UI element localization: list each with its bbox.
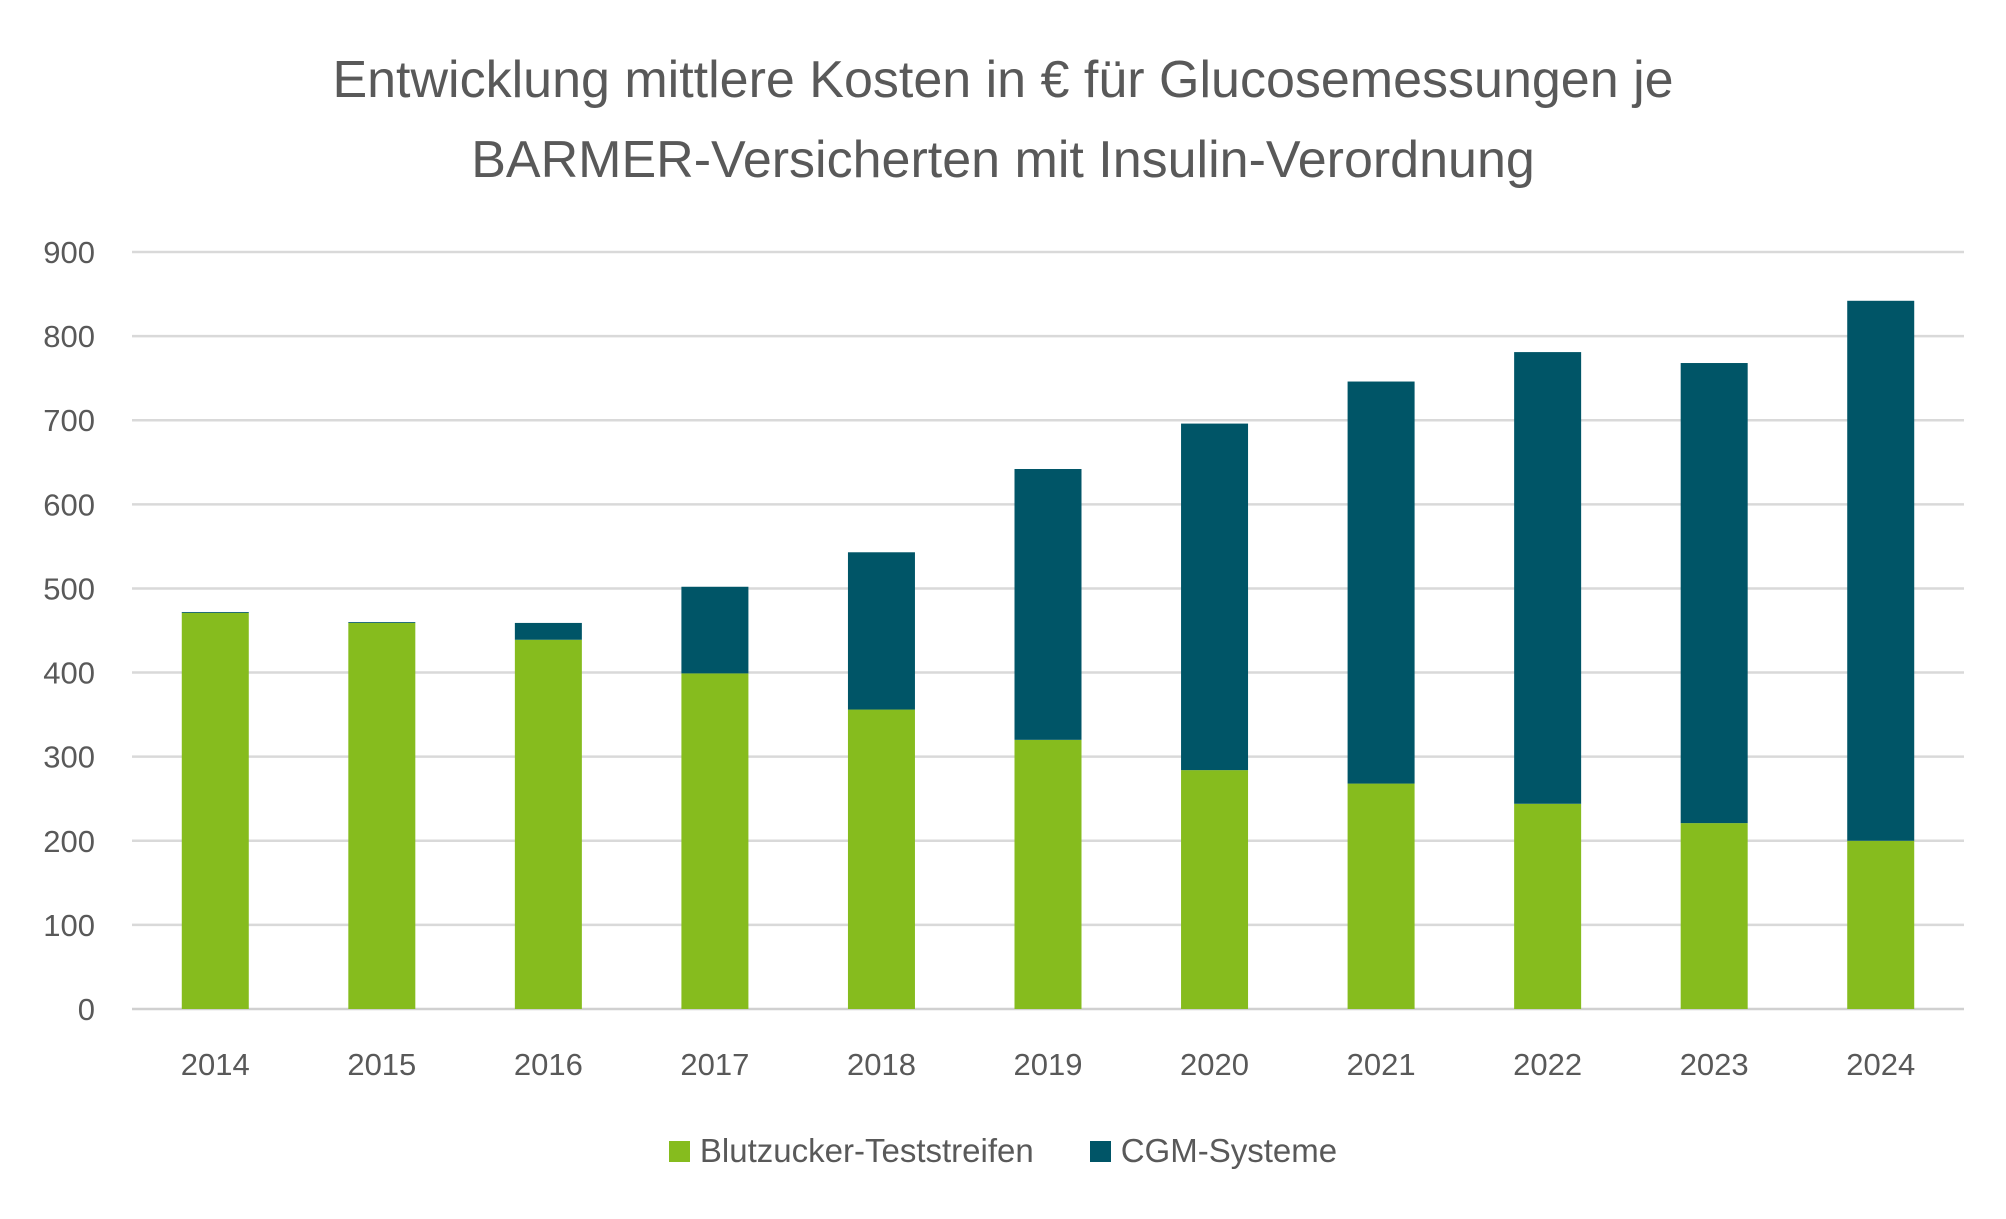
x-tick-label: 2023: [1680, 1047, 1749, 1082]
legend-swatch-cgm: [1089, 1140, 1111, 1162]
chart-title-line-1: Entwicklung mittlere Kosten in € für Glu…: [332, 51, 1674, 109]
x-tick-label: 2018: [847, 1047, 916, 1082]
bar-teststreifen-2018: [847, 709, 915, 1009]
bar-teststreifen-2015: [348, 622, 416, 1009]
legend-item-teststreifen: Blutzucker-Teststreifen: [668, 1132, 1034, 1170]
x-tick-label: 2015: [347, 1047, 416, 1082]
y-tick-label: 400: [43, 656, 95, 691]
bar-teststreifen-2024: [1847, 840, 1915, 1009]
y-tick-label: 200: [43, 824, 95, 859]
bar-teststreifen-2019: [1014, 739, 1082, 1009]
x-tick-label: 2016: [514, 1047, 583, 1082]
chart-title-line-2: BARMER-Versicherten mit Insulin-Verordnu…: [471, 131, 1535, 189]
bar-teststreifen-2017: [681, 673, 749, 1009]
y-tick-label: 100: [43, 908, 95, 943]
x-tick-label: 2020: [1180, 1047, 1249, 1082]
legend-label-cgm: CGM-Systeme: [1120, 1132, 1338, 1169]
bar-teststreifen-2020: [1181, 770, 1249, 1009]
legend-swatch-teststreifen: [668, 1140, 690, 1162]
bar-cgm-2021: [1347, 381, 1415, 784]
y-tick-label: 600: [43, 487, 95, 522]
x-tick-label: 2021: [1347, 1047, 1416, 1082]
bar-cgm-2015: [348, 622, 416, 623]
bar-teststreifen-2021: [1347, 783, 1415, 1009]
bar-teststreifen-2016: [514, 639, 582, 1009]
legend-item-cgm: CGM-Systeme: [1089, 1132, 1338, 1170]
y-tick-label: 300: [43, 740, 95, 775]
y-tick-label: 900: [43, 235, 95, 270]
y-tick-label: 700: [43, 403, 95, 438]
bar-cgm-2024: [1847, 300, 1915, 841]
bar-cgm-2023: [1680, 363, 1748, 824]
chart-title: Entwicklung mittlere Kosten in € für Glu…: [0, 40, 2006, 200]
bar-cgm-2019: [1014, 469, 1082, 740]
x-tick-label: 2014: [181, 1047, 250, 1082]
bar-cgm-2017: [681, 586, 749, 674]
bar-teststreifen-2022: [1514, 803, 1582, 1009]
y-tick-label: 0: [78, 992, 95, 1027]
bar-cgm-2020: [1181, 423, 1249, 771]
x-tick-label: 2022: [1513, 1047, 1582, 1082]
x-tick-label: 2024: [1846, 1047, 1915, 1082]
legend: Blutzucker-Teststreifen CGM-Systeme: [0, 1132, 2006, 1170]
bar-teststreifen-2023: [1680, 823, 1748, 1009]
bar-cgm-2014: [181, 611, 249, 613]
bar-cgm-2022: [1514, 352, 1582, 804]
bar-cgm-2016: [514, 622, 582, 640]
y-tick-label: 800: [43, 319, 95, 354]
legend-label-teststreifen: Blutzucker-Teststreifen: [699, 1132, 1034, 1169]
x-tick-label: 2019: [1014, 1047, 1083, 1082]
bar-cgm-2018: [847, 552, 915, 710]
x-tick-label: 2017: [680, 1047, 749, 1082]
bar-teststreifen-2014: [181, 612, 249, 1009]
y-tick-label: 500: [43, 571, 95, 606]
